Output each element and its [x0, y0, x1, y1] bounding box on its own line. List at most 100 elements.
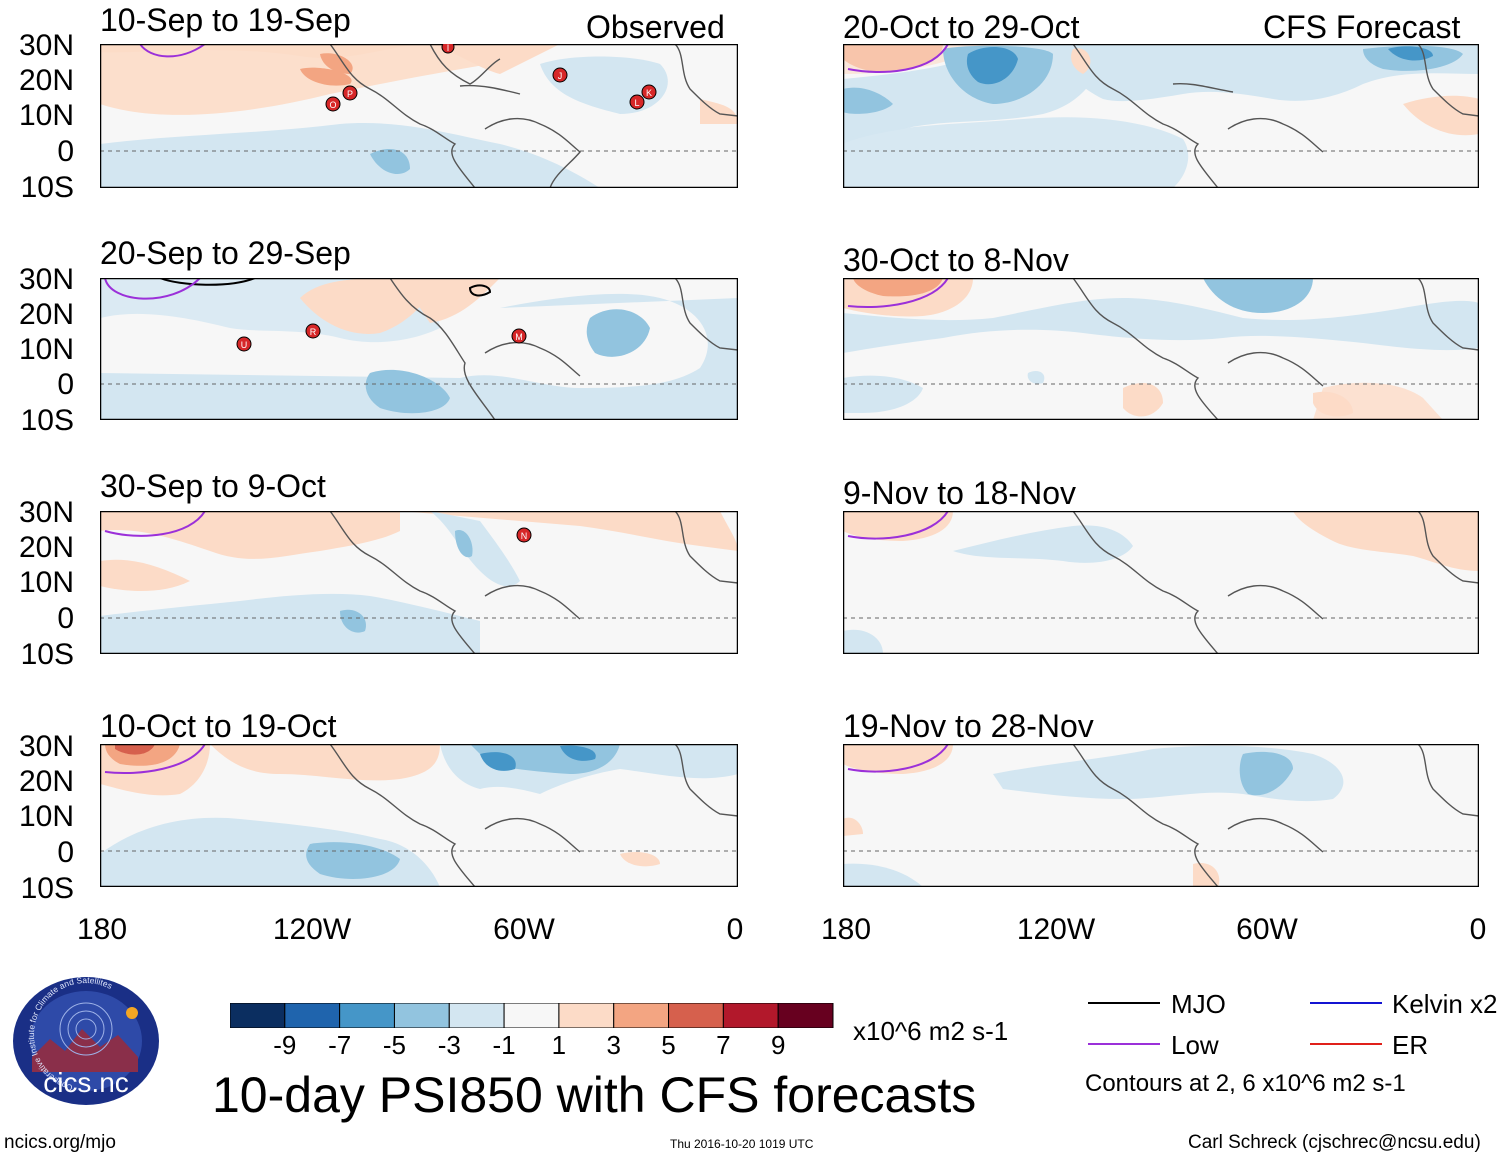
svg-text:M: M — [515, 332, 523, 342]
lon-label-0: 0 — [726, 913, 744, 946]
colorbar-swatch-7 — [558, 1003, 615, 1028]
svg-text:P: P — [347, 89, 353, 99]
lat-label-10n: 10N — [18, 333, 74, 366]
colorbar-swatch-3 — [339, 1003, 395, 1028]
logo-text: cics.nc — [43, 1067, 129, 1098]
lon-label-0: 0 — [1469, 913, 1487, 946]
colorbar-label-5: 5 — [661, 1030, 676, 1060]
storm-marker-o: O — [325, 96, 341, 112]
panel-title-6: 30-Oct to 8-Nov — [843, 242, 1069, 278]
map-panel-1: O P I J K L — [100, 44, 738, 188]
colorbar — [230, 1003, 834, 1028]
footer-timestamp: Thu 2016-10-20 1019 UTC — [670, 1137, 814, 1151]
lon-label-120w: 120W — [272, 913, 352, 946]
storm-marker-k: K — [641, 84, 657, 100]
legend-line-mjo — [1088, 1002, 1160, 1004]
storm-marker-n: N — [516, 527, 532, 543]
lat-label-30n: 30N — [18, 730, 74, 763]
lat-label-20n: 20N — [18, 298, 74, 331]
panel-title-3: 30-Sep to 9-Oct — [100, 468, 326, 504]
lat-label-0: 0 — [57, 602, 74, 635]
map-panel-7 — [843, 511, 1479, 654]
lat-label-0: 0 — [57, 135, 74, 168]
lat-label-10s: 10S — [20, 638, 74, 671]
storm-marker-u: U — [236, 336, 252, 352]
map-panel-5 — [843, 44, 1479, 188]
lon-label-180: 180 — [820, 913, 872, 946]
storm-marker-j: J — [552, 67, 568, 83]
lon-label-60w: 60W — [493, 913, 555, 946]
svg-text:R: R — [310, 327, 317, 337]
cics-logo: Cooperative Institute for Climate and Sa… — [13, 977, 159, 1105]
storm-marker-i: I — [441, 44, 455, 54]
colorbar-label--7: -7 — [328, 1030, 352, 1060]
colorbar-units: x10^6 m2 s-1 — [853, 1016, 1009, 1046]
lat-label-30n: 30N — [18, 263, 74, 296]
lat-label-10s: 10S — [20, 171, 74, 204]
colorbar-label--1: -1 — [492, 1030, 516, 1060]
lat-label-0: 0 — [57, 368, 74, 401]
legend-line-er — [1310, 1043, 1382, 1045]
colorbar-label--9: -9 — [273, 1030, 297, 1060]
svg-text:U: U — [241, 340, 248, 350]
map-panel-2: U R M — [100, 278, 738, 420]
map-panel-4 — [100, 744, 738, 887]
svg-text:K: K — [646, 88, 652, 98]
lat-label-20n: 20N — [18, 765, 74, 798]
lon-label-60w: 60W — [1236, 913, 1298, 946]
colorbar-swatch-5 — [448, 1003, 505, 1028]
colorbar-label--3: -3 — [437, 1030, 461, 1060]
svg-text:N: N — [521, 531, 528, 541]
lat-label-10n: 10N — [18, 566, 74, 599]
map-panel-3: N — [100, 511, 738, 654]
lat-label-10n: 10N — [18, 99, 74, 132]
lat-label-10n: 10N — [18, 800, 74, 833]
lat-label-10s: 10S — [20, 872, 74, 905]
colorbar-swatch-9 — [668, 1003, 724, 1028]
legend-contours-note: Contours at 2, 6 x10^6 m2 s-1 — [1085, 1070, 1406, 1097]
map-panel-6 — [843, 278, 1479, 420]
main-title: 10-day PSI850 with CFS forecasts — [212, 1067, 977, 1123]
footer-author: Carl Schreck (cjschrec@ncsu.edu) — [1188, 1132, 1481, 1153]
legend-label-mjo: MJO — [1171, 989, 1226, 1019]
svg-text:L: L — [634, 98, 639, 108]
panel-tag-cfs-forecast: CFS Forecast — [1263, 9, 1461, 45]
lat-label-30n: 30N — [18, 29, 74, 62]
storm-marker-l: L — [629, 94, 645, 110]
legend-label-kelvin: Kelvin x2 — [1392, 989, 1498, 1019]
panel-title-7: 9-Nov to 18-Nov — [843, 475, 1076, 511]
colorbar-label-1: 1 — [551, 1030, 567, 1060]
panel-title-5: 20-Oct to 29-Oct — [843, 9, 1080, 45]
panel-title-8: 19-Nov to 28-Nov — [843, 708, 1094, 744]
colorbar-label-7: 7 — [716, 1030, 731, 1060]
lat-label-10s: 10S — [20, 404, 74, 437]
lon-label-180: 180 — [76, 913, 128, 946]
map-panel-8 — [843, 744, 1479, 887]
panel-title-2: 20-Sep to 29-Sep — [100, 235, 351, 271]
colorbar-swatch-6 — [503, 1003, 560, 1028]
colorbar-swatch-1 — [230, 1003, 286, 1028]
colorbar-label-3: 3 — [606, 1030, 621, 1060]
storm-marker-r: R — [305, 323, 321, 339]
colorbar-swatch-4 — [393, 1003, 450, 1028]
colorbar-swatch-2 — [284, 1003, 341, 1028]
legend-label-low: Low — [1171, 1030, 1219, 1060]
legend-line-low — [1088, 1043, 1160, 1045]
footer-url: ncics.org/mjo — [4, 1132, 116, 1153]
panel-tag-observed: Observed — [586, 9, 725, 45]
colorbar-label--5: -5 — [382, 1030, 407, 1060]
colorbar-label-9: 9 — [770, 1030, 786, 1060]
svg-text:J: J — [558, 71, 563, 81]
colorbar-swatch-10 — [722, 1003, 779, 1028]
legend-label-er: ER — [1392, 1030, 1429, 1060]
lat-label-0: 0 — [57, 836, 74, 869]
panel-title-1: 10-Sep to 19-Sep — [100, 2, 351, 38]
lat-label-30n: 30N — [18, 496, 74, 529]
legend-line-kelvin — [1310, 1002, 1382, 1004]
colorbar-swatch-11 — [777, 1003, 834, 1028]
storm-marker-m: M — [511, 328, 527, 344]
svg-text:I: I — [447, 44, 450, 53]
lat-label-20n: 20N — [18, 64, 74, 97]
lon-label-120w: 120W — [1016, 913, 1096, 946]
panel-title-4: 10-Oct to 19-Oct — [100, 708, 337, 744]
